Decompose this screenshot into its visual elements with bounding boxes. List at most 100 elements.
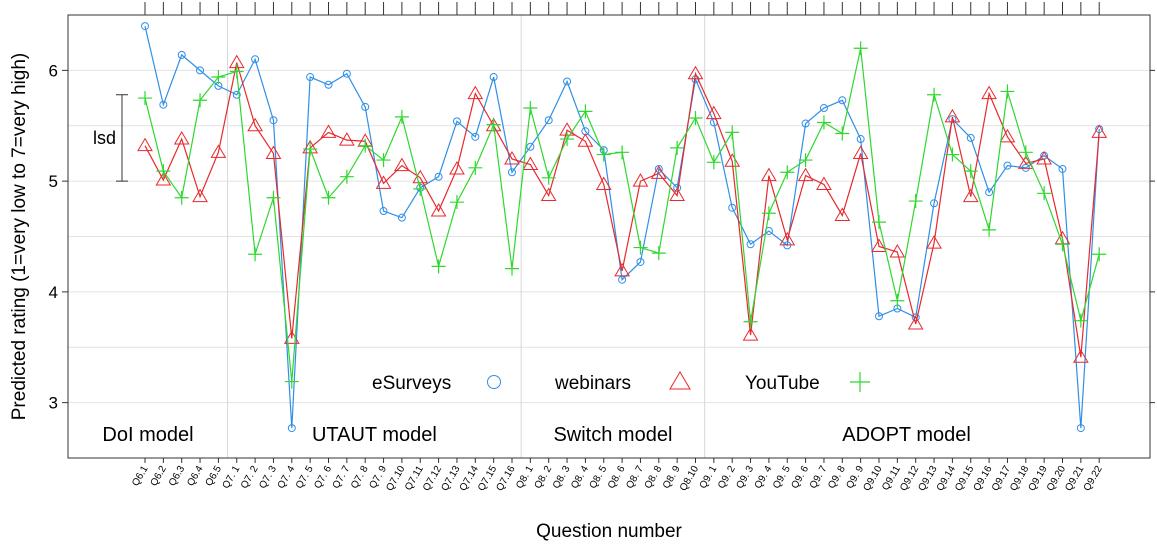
point-marker: [926, 235, 942, 249]
point-marker: [232, 90, 241, 99]
group-label: Switch model: [553, 424, 672, 446]
point-marker: [541, 170, 556, 185]
series: [138, 41, 1107, 389]
point-marker: [138, 91, 152, 106]
point-marker: [211, 70, 226, 85]
point-marker: [361, 102, 370, 111]
point-marker: [852, 145, 869, 159]
point-marker: [489, 73, 498, 82]
point-marker: [563, 77, 572, 86]
group-label: UTAUT model: [312, 424, 437, 446]
x-tick-label: Q9. 5: [771, 464, 793, 491]
point-marker: [471, 132, 480, 141]
point-marker: [251, 55, 260, 64]
lsd-label: lsd: [93, 128, 116, 148]
point-marker: [338, 132, 355, 146]
point-marker: [761, 167, 777, 182]
x-tick-label: Q8. 1: [514, 464, 536, 491]
point-marker: [945, 147, 960, 162]
x-tick-label: Q7. 8: [349, 464, 371, 491]
point-marker: [1018, 145, 1033, 160]
x-tick-label: Q8. 3: [551, 464, 573, 491]
point-marker: [397, 213, 406, 222]
point-marker: [853, 41, 868, 56]
point-marker: [505, 261, 519, 276]
point-marker: [706, 155, 721, 170]
point-marker: [177, 50, 186, 59]
point-marker: [966, 133, 975, 142]
point-marker: [577, 133, 594, 147]
point-marker: [526, 142, 535, 151]
point-marker: [962, 188, 979, 203]
point-marker: [375, 175, 392, 189]
point-marker: [746, 240, 755, 249]
point-marker: [544, 116, 553, 125]
x-tick-label: Q6.1: [130, 464, 151, 489]
point-marker: [376, 153, 391, 168]
point-marker: [1092, 247, 1107, 262]
x-tick-label: Q9. 6: [789, 464, 811, 491]
point-marker: [265, 145, 282, 159]
x-tick-label: Q6.2: [149, 464, 170, 489]
point-marker: [728, 203, 737, 212]
point-marker: [229, 64, 244, 79]
point-marker: [725, 125, 740, 140]
series-line: [144, 62, 1100, 358]
point-marker: [1036, 150, 1053, 165]
point-marker: [944, 108, 961, 123]
legend-label: webinars: [554, 373, 631, 394]
point-marker: [687, 65, 704, 80]
x-tick-label: Q7. 5: [294, 464, 316, 491]
point-marker: [306, 73, 315, 82]
x-tick-label: Q8. 8: [643, 464, 665, 491]
point-marker: [835, 126, 850, 141]
point-marker: [596, 147, 611, 162]
point-marker: [486, 117, 501, 132]
point-marker: [141, 22, 149, 31]
point-marker: [673, 183, 682, 192]
point-marker: [761, 206, 776, 221]
x-tick-label: Q7. 3: [257, 464, 279, 491]
point-marker: [173, 131, 190, 145]
x-tick-label: Q9. 3: [734, 464, 756, 491]
point-marker: [669, 187, 686, 202]
point-marker: [875, 312, 883, 321]
point-marker: [159, 100, 168, 109]
x-tick-label: Q9. 7: [808, 464, 830, 491]
y-tick-label: 5: [49, 172, 58, 191]
x-tick-label: Q9. 1: [698, 464, 720, 491]
point-marker: [467, 85, 484, 100]
point-marker: [303, 142, 318, 157]
point-marker: [889, 244, 906, 258]
point-marker: [413, 181, 428, 196]
point-marker: [797, 167, 814, 182]
point-marker: [247, 117, 263, 132]
plot-frame: [67, 14, 1151, 459]
point-marker: [927, 87, 942, 102]
point-marker: [632, 173, 649, 187]
point-marker: [192, 188, 208, 203]
point-marker: [430, 203, 447, 217]
point-marker: [801, 119, 810, 128]
point-marker: [523, 101, 538, 116]
point-marker: [342, 69, 351, 78]
point-marker: [856, 135, 865, 144]
point-marker: [651, 246, 666, 261]
series: [141, 22, 1104, 433]
x-tick-label: Q7. 4: [276, 464, 298, 491]
point-marker: [379, 207, 388, 216]
point-marker: [705, 105, 722, 120]
point-marker: [468, 160, 483, 175]
point-marker: [890, 293, 905, 308]
point-marker: [324, 80, 333, 89]
point-marker: [1017, 155, 1034, 169]
point-marker: [798, 153, 813, 168]
point-marker: [394, 109, 409, 124]
point-marker: [560, 132, 575, 147]
point-marker: [743, 314, 758, 329]
x-tick-label: Q7. 6: [312, 464, 334, 491]
point-marker: [907, 315, 924, 330]
point-marker: [1055, 237, 1070, 252]
point-marker: [1003, 161, 1012, 170]
